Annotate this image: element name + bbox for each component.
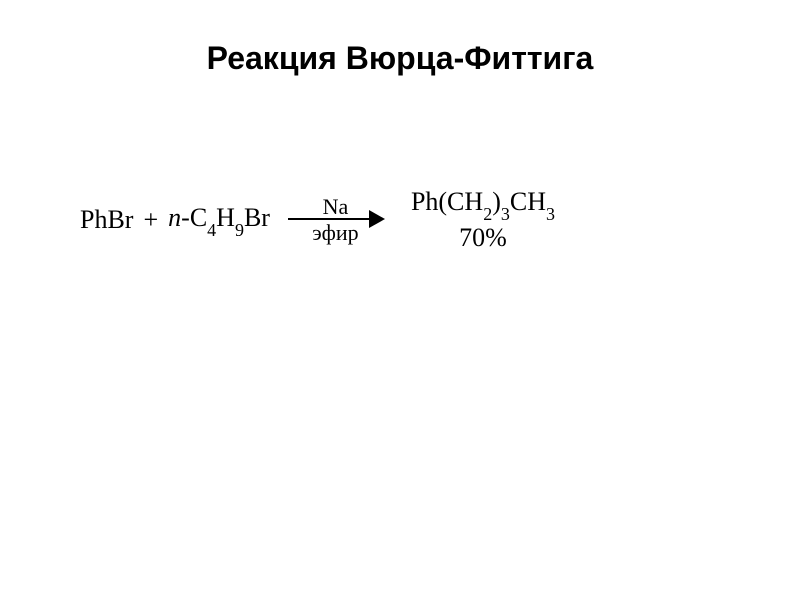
arrow-head-icon [369,210,385,228]
product-formula: Ph(CH2)3CH3 [411,187,555,221]
reactant2-br: Br [244,203,270,232]
reactant2-c: C [190,203,207,232]
product-sub1: 2 [483,204,492,224]
reactant2-dash: - [181,203,190,232]
reactant2-formula: n-C4H9Br [168,203,270,237]
reactant2-h: H [216,203,235,232]
arrow-reagent-top: Na [323,194,349,220]
arrow-reagent-bottom: эфир [312,220,358,246]
plus-sign: + [143,205,158,235]
product-ch: CH [510,187,546,216]
reactant-1: PhBr [80,205,133,235]
reaction-arrow: Na эфир [288,194,383,246]
product-yield: 70% [459,223,507,253]
product-sub2: 3 [501,204,510,224]
reactant-2: n-C4H9Br [168,203,270,237]
product-mid: ) [492,187,501,216]
slide-title: Реакция Вюрца-Фиттига [40,40,760,77]
product-ph: Ph(CH [411,187,483,216]
arrow-line [288,218,383,220]
reactant1-formula: PhBr [80,205,133,235]
reactant2-csub: 4 [207,220,216,240]
slide-container: Реакция Вюрца-Фиттига PhBr + n-C4H9Br Na… [0,0,800,600]
reactant2-hsub: 9 [235,220,244,240]
reaction-equation: PhBr + n-C4H9Br Na эфир Ph(CH2)3CH3 70% [40,187,760,253]
product-group: Ph(CH2)3CH3 70% [411,187,555,253]
reactant2-prefix: n [168,203,181,232]
product-sub3: 3 [546,204,555,224]
